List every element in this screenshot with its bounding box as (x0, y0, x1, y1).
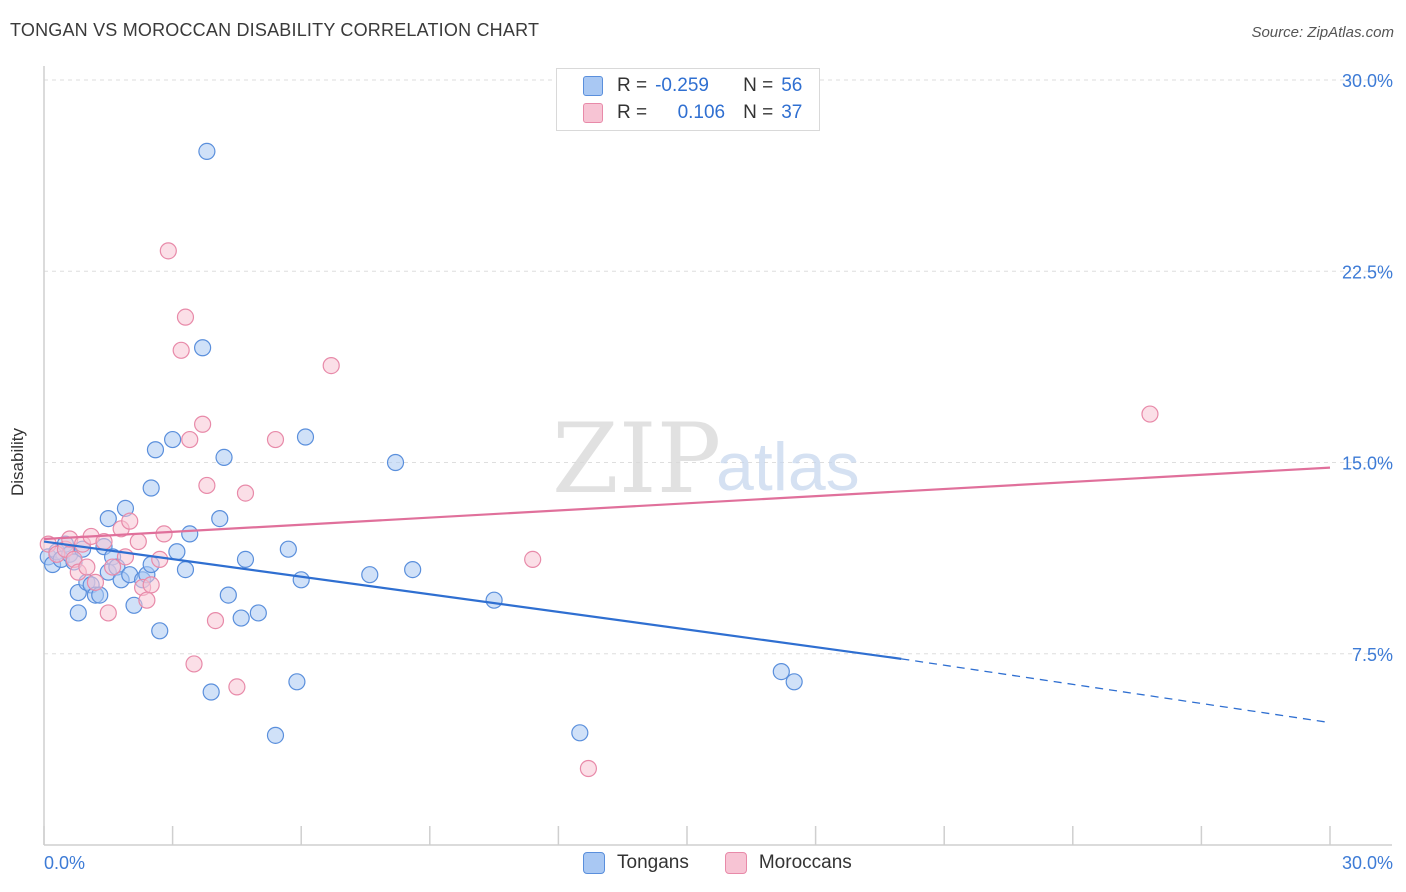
legend-n-label: N = (743, 75, 774, 96)
legend-n-value: 56 (781, 75, 803, 96)
data-point (215, 448, 233, 466)
data-point (288, 673, 306, 691)
data-point (176, 560, 195, 579)
legend-r-value: 0.106 (677, 102, 726, 123)
bottom-legend: Tongans Moroccans (583, 852, 888, 874)
data-point (211, 509, 229, 528)
y-tick-label: 30.0% (1342, 71, 1393, 91)
data-point (296, 428, 315, 446)
data-point (524, 550, 542, 569)
data-point (181, 430, 199, 449)
tick-labels: 7.5% 15.0% 22.5% 30.0% 0.0% 30.0% (44, 71, 1393, 873)
data-point (219, 586, 237, 604)
data-point (194, 415, 212, 433)
bottom-legend-label-tongans: Tongans (617, 852, 689, 873)
data-point (322, 357, 340, 375)
axes (43, 66, 1392, 846)
data-point (99, 509, 117, 528)
data-point (571, 724, 589, 742)
data-point (361, 566, 379, 584)
data-point (138, 591, 156, 609)
data-point (151, 550, 169, 569)
y-axis-label: Disability (8, 427, 27, 496)
data-point (266, 726, 285, 744)
trend-line-tongans (43, 540, 902, 660)
data-point (155, 525, 173, 543)
series-moroccans (39, 242, 1159, 778)
data-point (151, 622, 169, 640)
legend-row-tongans: R = -0.259 N = 56 (583, 74, 802, 98)
data-point (785, 673, 803, 691)
bottom-legend-swatch-tongans (583, 852, 605, 874)
data-point (194, 339, 212, 357)
data-point (236, 484, 255, 502)
legend-r-label: R = (617, 75, 648, 96)
y-tick-label: 22.5% (1342, 262, 1393, 282)
data-point (198, 476, 216, 495)
y-tick-label: 7.5% (1352, 645, 1393, 665)
data-point (185, 655, 203, 673)
legend-row-moroccans: R = 0.106 N = 37 (583, 101, 802, 125)
data-point (404, 560, 422, 579)
data-point (142, 479, 160, 497)
data-point (266, 430, 285, 449)
source-label: Source: ZipAtlas.com (1251, 24, 1394, 41)
legend-n-value: 37 (781, 102, 803, 123)
x-tick-label: 0.0% (44, 853, 85, 873)
data-point (164, 430, 182, 449)
data-point (86, 573, 105, 591)
data-point (279, 540, 297, 558)
bottom-legend-label-moroccans: Moroccans (758, 852, 852, 873)
data-point (202, 683, 220, 701)
watermark-zip: ZIP (552, 403, 721, 515)
trend-lines (43, 466, 1331, 724)
legend-swatch-moroccans (583, 103, 603, 123)
x-tick-label: 30.0% (1342, 853, 1393, 873)
data-point (228, 678, 246, 696)
legend-swatch-tongans (583, 76, 603, 96)
y-tick-label: 15.0% (1342, 454, 1393, 474)
data-point (198, 142, 216, 160)
data-point (232, 609, 250, 627)
data-point (249, 604, 267, 622)
data-point (78, 558, 96, 576)
legend: R = -0.259 N = 56 R = 0.106 N = 37 (556, 68, 820, 131)
data-point (168, 543, 186, 561)
bottom-legend-moroccans: Moroccans (724, 852, 852, 874)
data-point (181, 525, 199, 543)
data-point (159, 242, 177, 260)
data-point (129, 532, 147, 551)
chart-title: TONGAN VS MOROCCAN DISABILITY CORRELATIO… (10, 20, 540, 40)
trend-line-moroccans (43, 466, 1331, 541)
data-point (103, 558, 122, 576)
data-point (146, 441, 165, 459)
data-point (121, 512, 139, 530)
data-point (386, 453, 405, 472)
data-point (206, 611, 225, 630)
data-point (176, 308, 195, 326)
data-point (292, 571, 310, 589)
grid-lines (44, 79, 1392, 655)
legend-r-value: -0.259 (655, 75, 709, 96)
data-point (772, 662, 790, 681)
data-point (142, 576, 160, 594)
data-point (579, 759, 598, 778)
legend-n-label: N = (743, 102, 774, 123)
data-point (236, 550, 255, 569)
data-point (172, 341, 190, 359)
trend-line-tongans-extension (901, 658, 1331, 724)
bottom-legend-swatch-moroccans (724, 852, 747, 874)
data-point (1141, 405, 1159, 423)
bottom-legend-tongans: Tongans (583, 852, 689, 874)
legend-r-label: R = (617, 102, 648, 123)
watermark-atlas: atlas (716, 429, 860, 505)
data-point (69, 604, 87, 622)
data-point (99, 604, 117, 622)
data-point (485, 591, 503, 609)
